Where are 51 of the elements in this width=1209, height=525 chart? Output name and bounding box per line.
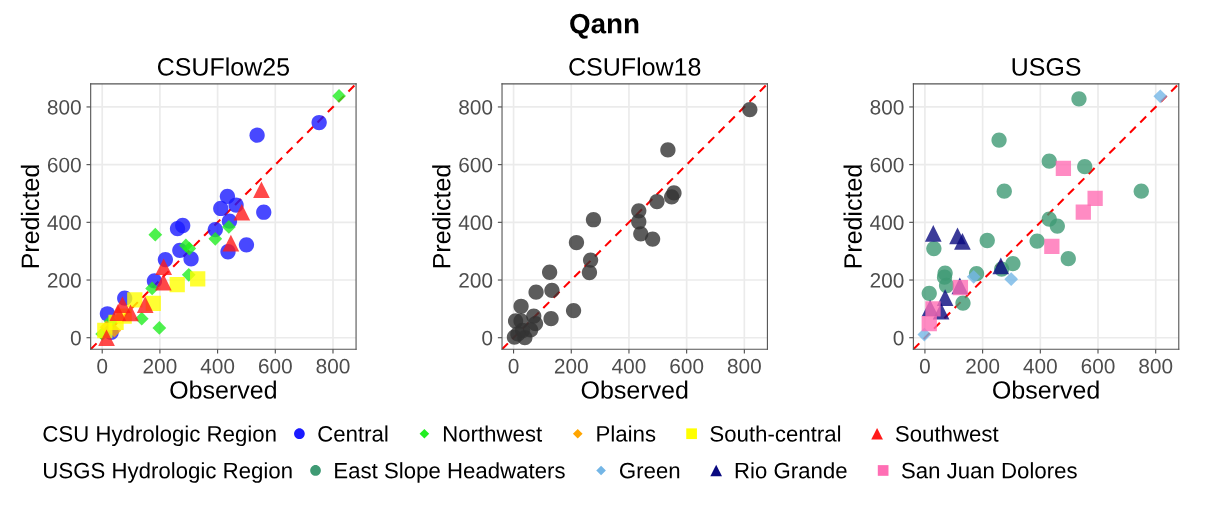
x-axis-title: Observed: [170, 380, 276, 399]
x-tick-label: 0: [508, 358, 519, 374]
chart-title: CSUFlow25: [157, 57, 290, 76]
legend-title: CSU Hydrologic Region: [43, 425, 276, 447]
y-tick-label: 800: [459, 99, 493, 115]
x-tick-label: 600: [1081, 358, 1115, 374]
y-tick-label: 600: [870, 157, 904, 173]
x-tick-label: 400: [200, 358, 235, 374]
x-tick-label: 400: [1023, 358, 1057, 374]
legend-label: San Juan Dolores: [901, 462, 1077, 479]
chart-title: CSUFlow18: [569, 57, 701, 76]
y-tick-label: 200: [47, 273, 81, 288]
y-tick-label: 200: [459, 273, 493, 288]
y-tick-label: 0: [893, 330, 904, 346]
y-tick-label: 600: [47, 157, 81, 173]
legend-label: South-central: [710, 425, 841, 442]
y-tick-label: 0: [70, 330, 81, 346]
x-tick-label: 0: [919, 358, 930, 374]
y-tick-label: 400: [47, 215, 81, 231]
x-tick-label: 600: [258, 358, 292, 374]
x-tick-label: 600: [670, 358, 704, 374]
y-tick-label: 0: [482, 330, 493, 346]
legend-label: Plains: [597, 425, 656, 442]
x-tick-label: 0: [97, 358, 108, 374]
legend-label: East Slope Headwaters: [335, 462, 565, 483]
y-tick-label: 600: [459, 157, 493, 173]
legend-label: Rio Grande: [735, 462, 847, 479]
y-tick-label: 800: [47, 99, 81, 115]
y-axis-title: Predicted: [843, 165, 862, 268]
legend-title: USGS Hydrologic Region: [44, 462, 292, 483]
chart-title: USGS: [1012, 58, 1081, 76]
y-axis-title: Predicted: [20, 165, 40, 268]
text: Qann: [570, 13, 639, 39]
x-tick-label: 800: [727, 358, 761, 374]
x-tick-label: 400: [612, 358, 646, 374]
y-axis-title: Predicted: [432, 165, 451, 268]
y-tick-label: 800: [870, 99, 904, 115]
x-tick-label: 200: [143, 358, 177, 374]
legend-label: Northwest: [443, 425, 543, 442]
legend-label: Southwest: [895, 425, 999, 442]
x-tick-label: 200: [554, 358, 588, 374]
legend-label: Central: [318, 425, 388, 442]
x-tick-label: 800: [1139, 358, 1173, 374]
y-tick-label: 400: [870, 215, 904, 231]
x-axis-title: Observed: [993, 380, 1099, 399]
legend-label: Green: [619, 462, 680, 479]
x-tick-label: 800: [316, 358, 350, 374]
y-tick-label: 400: [458, 215, 493, 231]
x-axis-title: Observed: [581, 380, 688, 399]
x-tick-label: 200: [966, 358, 1000, 374]
y-tick-label: 200: [870, 273, 904, 288]
